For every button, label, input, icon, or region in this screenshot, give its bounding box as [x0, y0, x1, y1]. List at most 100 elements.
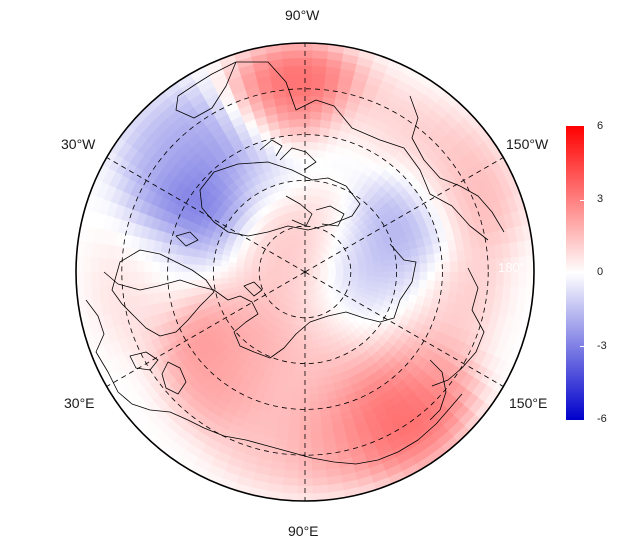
anomaly-cell: [106, 257, 115, 273]
anomaly-cell: [463, 248, 473, 262]
anomaly-cell: [314, 361, 323, 372]
anomaly-cell: [287, 431, 300, 441]
colorbar-tickmark: [580, 346, 585, 347]
anomaly-cell: [290, 400, 301, 410]
anomaly-cell: [295, 180, 303, 189]
anomaly-cell: [309, 423, 323, 433]
anomaly-cell: [159, 271, 169, 283]
anomaly-cell: [175, 280, 185, 291]
anomaly-cell: [403, 271, 413, 280]
anomaly-cell: [380, 271, 390, 279]
anomaly-cell: [456, 271, 466, 284]
anomaly-cell: [410, 255, 420, 265]
anomaly-cell: [487, 258, 497, 273]
lon-label-lower-right: 150°E: [509, 395, 548, 411]
anomaly-cell: [418, 279, 428, 290]
anomaly-cell: [152, 281, 162, 294]
anomaly-cell: [309, 415, 322, 425]
anomaly-cell: [310, 431, 323, 441]
anomaly-cell: [525, 271, 534, 289]
anomaly-cell: [266, 271, 275, 276]
anomaly-cell: [388, 271, 397, 279]
anomaly-cell: [463, 282, 473, 296]
anomaly-cell: [159, 251, 170, 263]
anomaly-cell: [289, 408, 301, 418]
anomaly-cell: [425, 253, 435, 264]
anomaly-cell: [167, 271, 176, 282]
anomaly-cell: [228, 266, 237, 273]
anomaly-cell: [472, 271, 481, 285]
anomaly-cell: [129, 271, 138, 285]
anomaly-cell: [235, 271, 245, 278]
anomaly-cell: [387, 258, 397, 267]
anomaly-cell: [380, 259, 390, 268]
anomaly-cell: [395, 257, 405, 266]
anomaly-cell: [525, 255, 534, 273]
anomaly-cell: [83, 256, 93, 273]
anomaly-cell: [342, 268, 352, 273]
anomaly-cell: [283, 65, 299, 75]
anomaly-cell: [284, 157, 295, 168]
anomaly-cell: [287, 111, 301, 121]
anomaly-cell: [308, 393, 319, 403]
anomaly-cell: [310, 438, 324, 448]
anomaly-cell: [396, 264, 405, 273]
anomaly-cell: [290, 134, 301, 144]
anomaly-cell: [310, 88, 325, 98]
anomaly-cell: [90, 271, 100, 288]
anomaly-cell: [83, 271, 93, 288]
anomaly-cell: [464, 271, 474, 285]
anomaly-cell: [373, 266, 382, 273]
anomaly-cell: [90, 256, 100, 273]
anomaly-cell: [308, 377, 318, 387]
anomaly-cell: [433, 280, 443, 292]
anomaly-cell: [309, 111, 323, 121]
anomaly-cell: [282, 58, 299, 68]
anomaly-cell: [312, 484, 329, 494]
colorbar-tickmark: [580, 273, 585, 274]
anomaly-cell: [76, 255, 85, 273]
anomaly-cell: [228, 271, 237, 278]
anomaly-cell: [470, 283, 481, 297]
anomaly-cell: [441, 271, 451, 283]
anomaly-cell: [282, 391, 293, 402]
anomaly-cell: [213, 277, 223, 286]
anomaly-cell: [312, 50, 329, 60]
anomaly-cell: [308, 370, 317, 380]
anomaly-cell: [309, 126, 321, 136]
anomaly-cell: [296, 500, 314, 501]
anomaly-cell: [313, 354, 322, 364]
anomaly-cell: [306, 324, 312, 334]
lon-label-upper-left: 30°W: [61, 136, 96, 152]
anomaly-cell: [121, 271, 131, 286]
anomaly-cell: [449, 271, 459, 283]
anomaly-cell: [311, 73, 327, 83]
anomaly-cell: [283, 461, 299, 471]
anomaly-cell: [315, 376, 326, 387]
anomaly-cell: [151, 261, 161, 273]
anomaly-cell: [288, 119, 301, 129]
anomaly-cell: [293, 164, 302, 174]
anomaly-cell: [470, 247, 481, 261]
anomaly-cell: [220, 271, 230, 279]
anomaly-cell: [98, 257, 108, 273]
anomaly-cell: [243, 271, 253, 277]
inner-lon-label: 180°: [498, 260, 525, 275]
anomaly-cell: [307, 362, 316, 372]
anomaly-cell: [312, 346, 320, 356]
anomaly-cell: [205, 271, 214, 280]
anomaly-cell: [76, 271, 85, 289]
anomaly-cell: [129, 283, 140, 297]
anomaly-cell: [190, 263, 199, 273]
anomaly-cell: [310, 103, 323, 113]
anomaly-cell: [309, 119, 322, 129]
anomaly-cell: [309, 400, 320, 410]
anomaly-cell: [478, 283, 489, 298]
colorbar-tick-neg3: -3: [597, 340, 607, 352]
anomaly-cell: [434, 262, 443, 273]
anomaly-cell: [317, 391, 328, 402]
anomaly-cell: [365, 262, 374, 269]
anomaly-cell: [136, 271, 146, 285]
